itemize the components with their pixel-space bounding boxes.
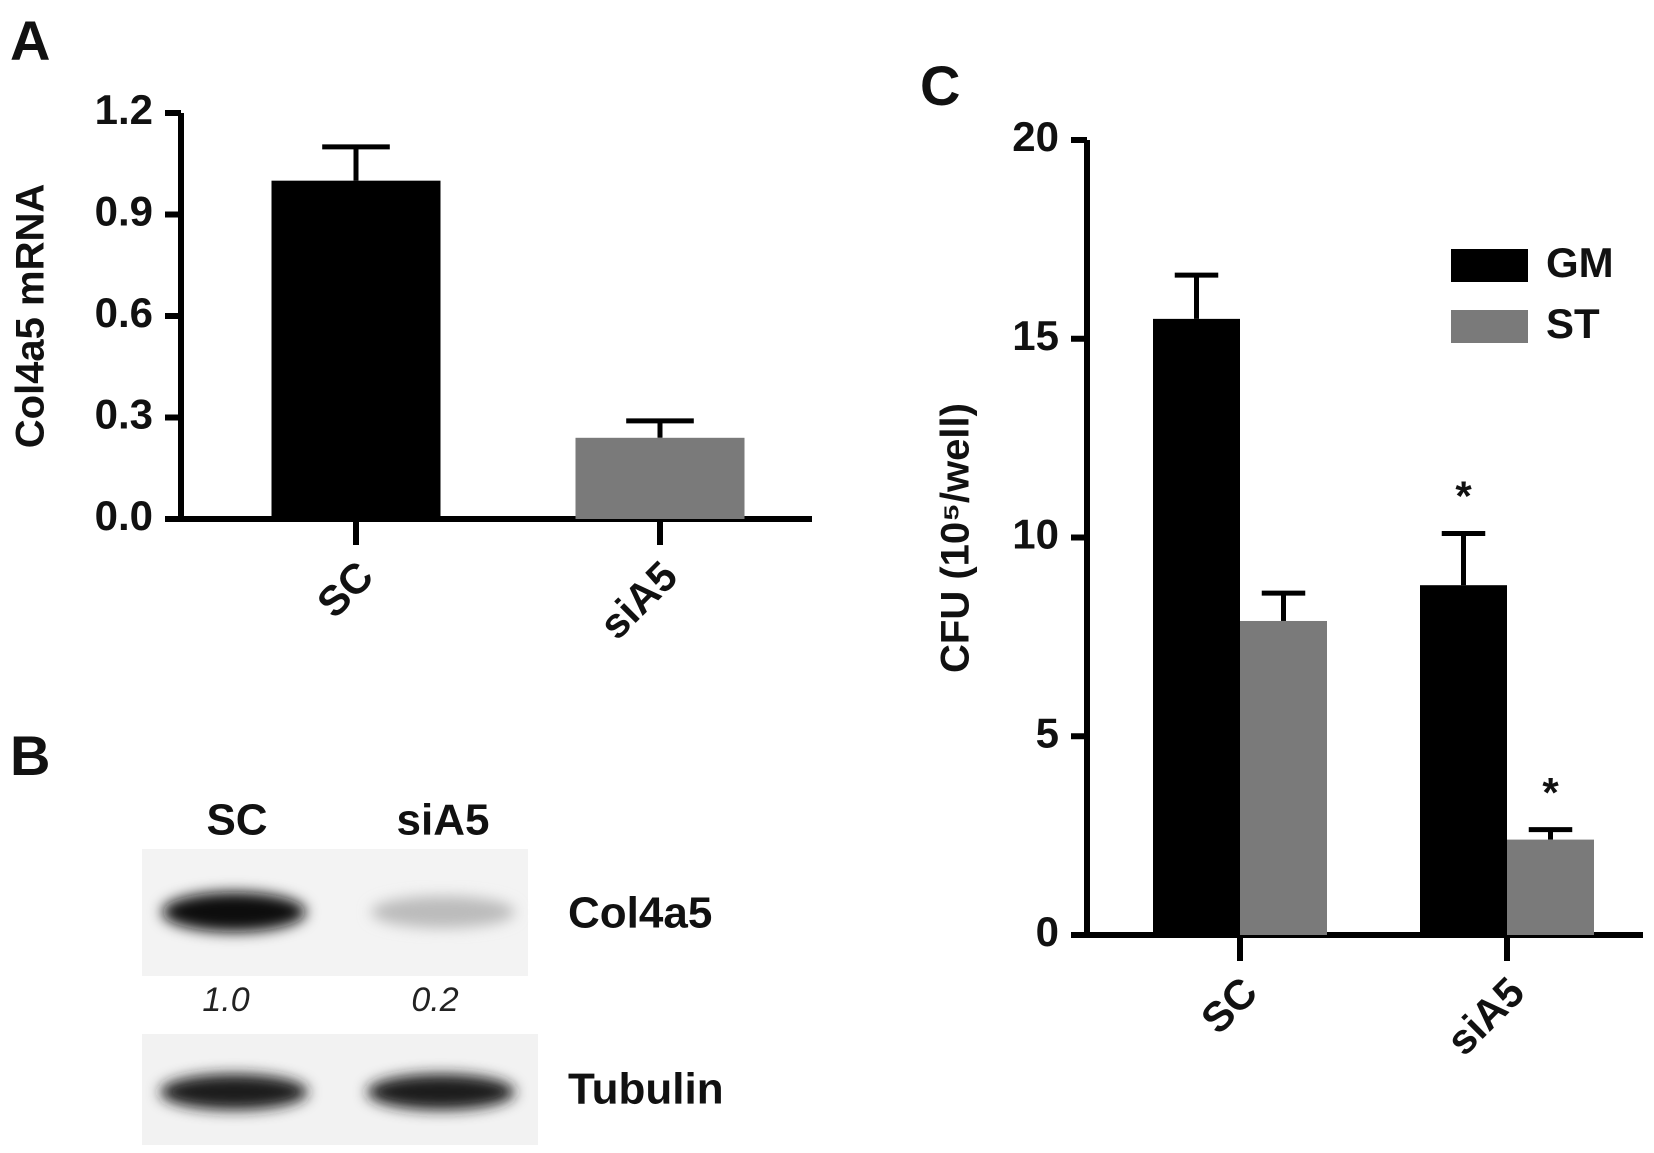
panel-label: A [10, 9, 50, 72]
blot-band [160, 1074, 308, 1110]
significance-mark: * [1542, 769, 1559, 816]
quantification: 0.2 [411, 981, 458, 1019]
row-label: Tubulin [568, 1065, 724, 1114]
significance-mark: * [1455, 473, 1472, 520]
y-tick-label: 1.2 [95, 86, 153, 133]
legend-label: ST [1546, 300, 1600, 347]
y-axis-label: CFU (10⁵/well) [934, 403, 978, 673]
legend-swatch [1451, 249, 1528, 282]
y-axis-label: Col4a5 mRNA [9, 184, 53, 449]
y-tick-label: 10 [1012, 511, 1059, 558]
blot-band [371, 896, 515, 928]
y-tick-label: 0.9 [95, 188, 153, 235]
legend-swatch [1451, 310, 1528, 343]
x-tick-label: siA5 [590, 552, 686, 648]
x-tick-label: SC [308, 552, 383, 627]
panel-label: C [920, 54, 960, 117]
x-tick-label: siA5 [1437, 968, 1533, 1064]
y-tick-label: 0.6 [95, 289, 153, 336]
bar [1420, 585, 1507, 935]
quantification: 1.0 [202, 981, 249, 1019]
lane-label: SC [206, 796, 267, 845]
y-tick-label: 0 [1036, 908, 1059, 955]
bar [1153, 318, 1240, 935]
y-tick-label: 0.0 [95, 492, 153, 539]
bar [271, 180, 441, 519]
bar [1507, 839, 1594, 935]
x-tick-label: SC [1192, 968, 1267, 1043]
legend-label: GM [1546, 239, 1614, 286]
blot-band [162, 892, 306, 932]
y-tick-label: 20 [1012, 113, 1059, 160]
lane-label: siA5 [397, 796, 490, 845]
bar [1240, 620, 1327, 935]
panel-label: B [10, 724, 50, 787]
y-tick-label: 5 [1036, 709, 1059, 756]
bar [575, 437, 745, 519]
y-tick-label: 15 [1012, 312, 1059, 359]
y-tick-label: 0.3 [95, 391, 153, 438]
row-label: Col4a5 [568, 889, 712, 938]
blot-band [367, 1074, 515, 1110]
